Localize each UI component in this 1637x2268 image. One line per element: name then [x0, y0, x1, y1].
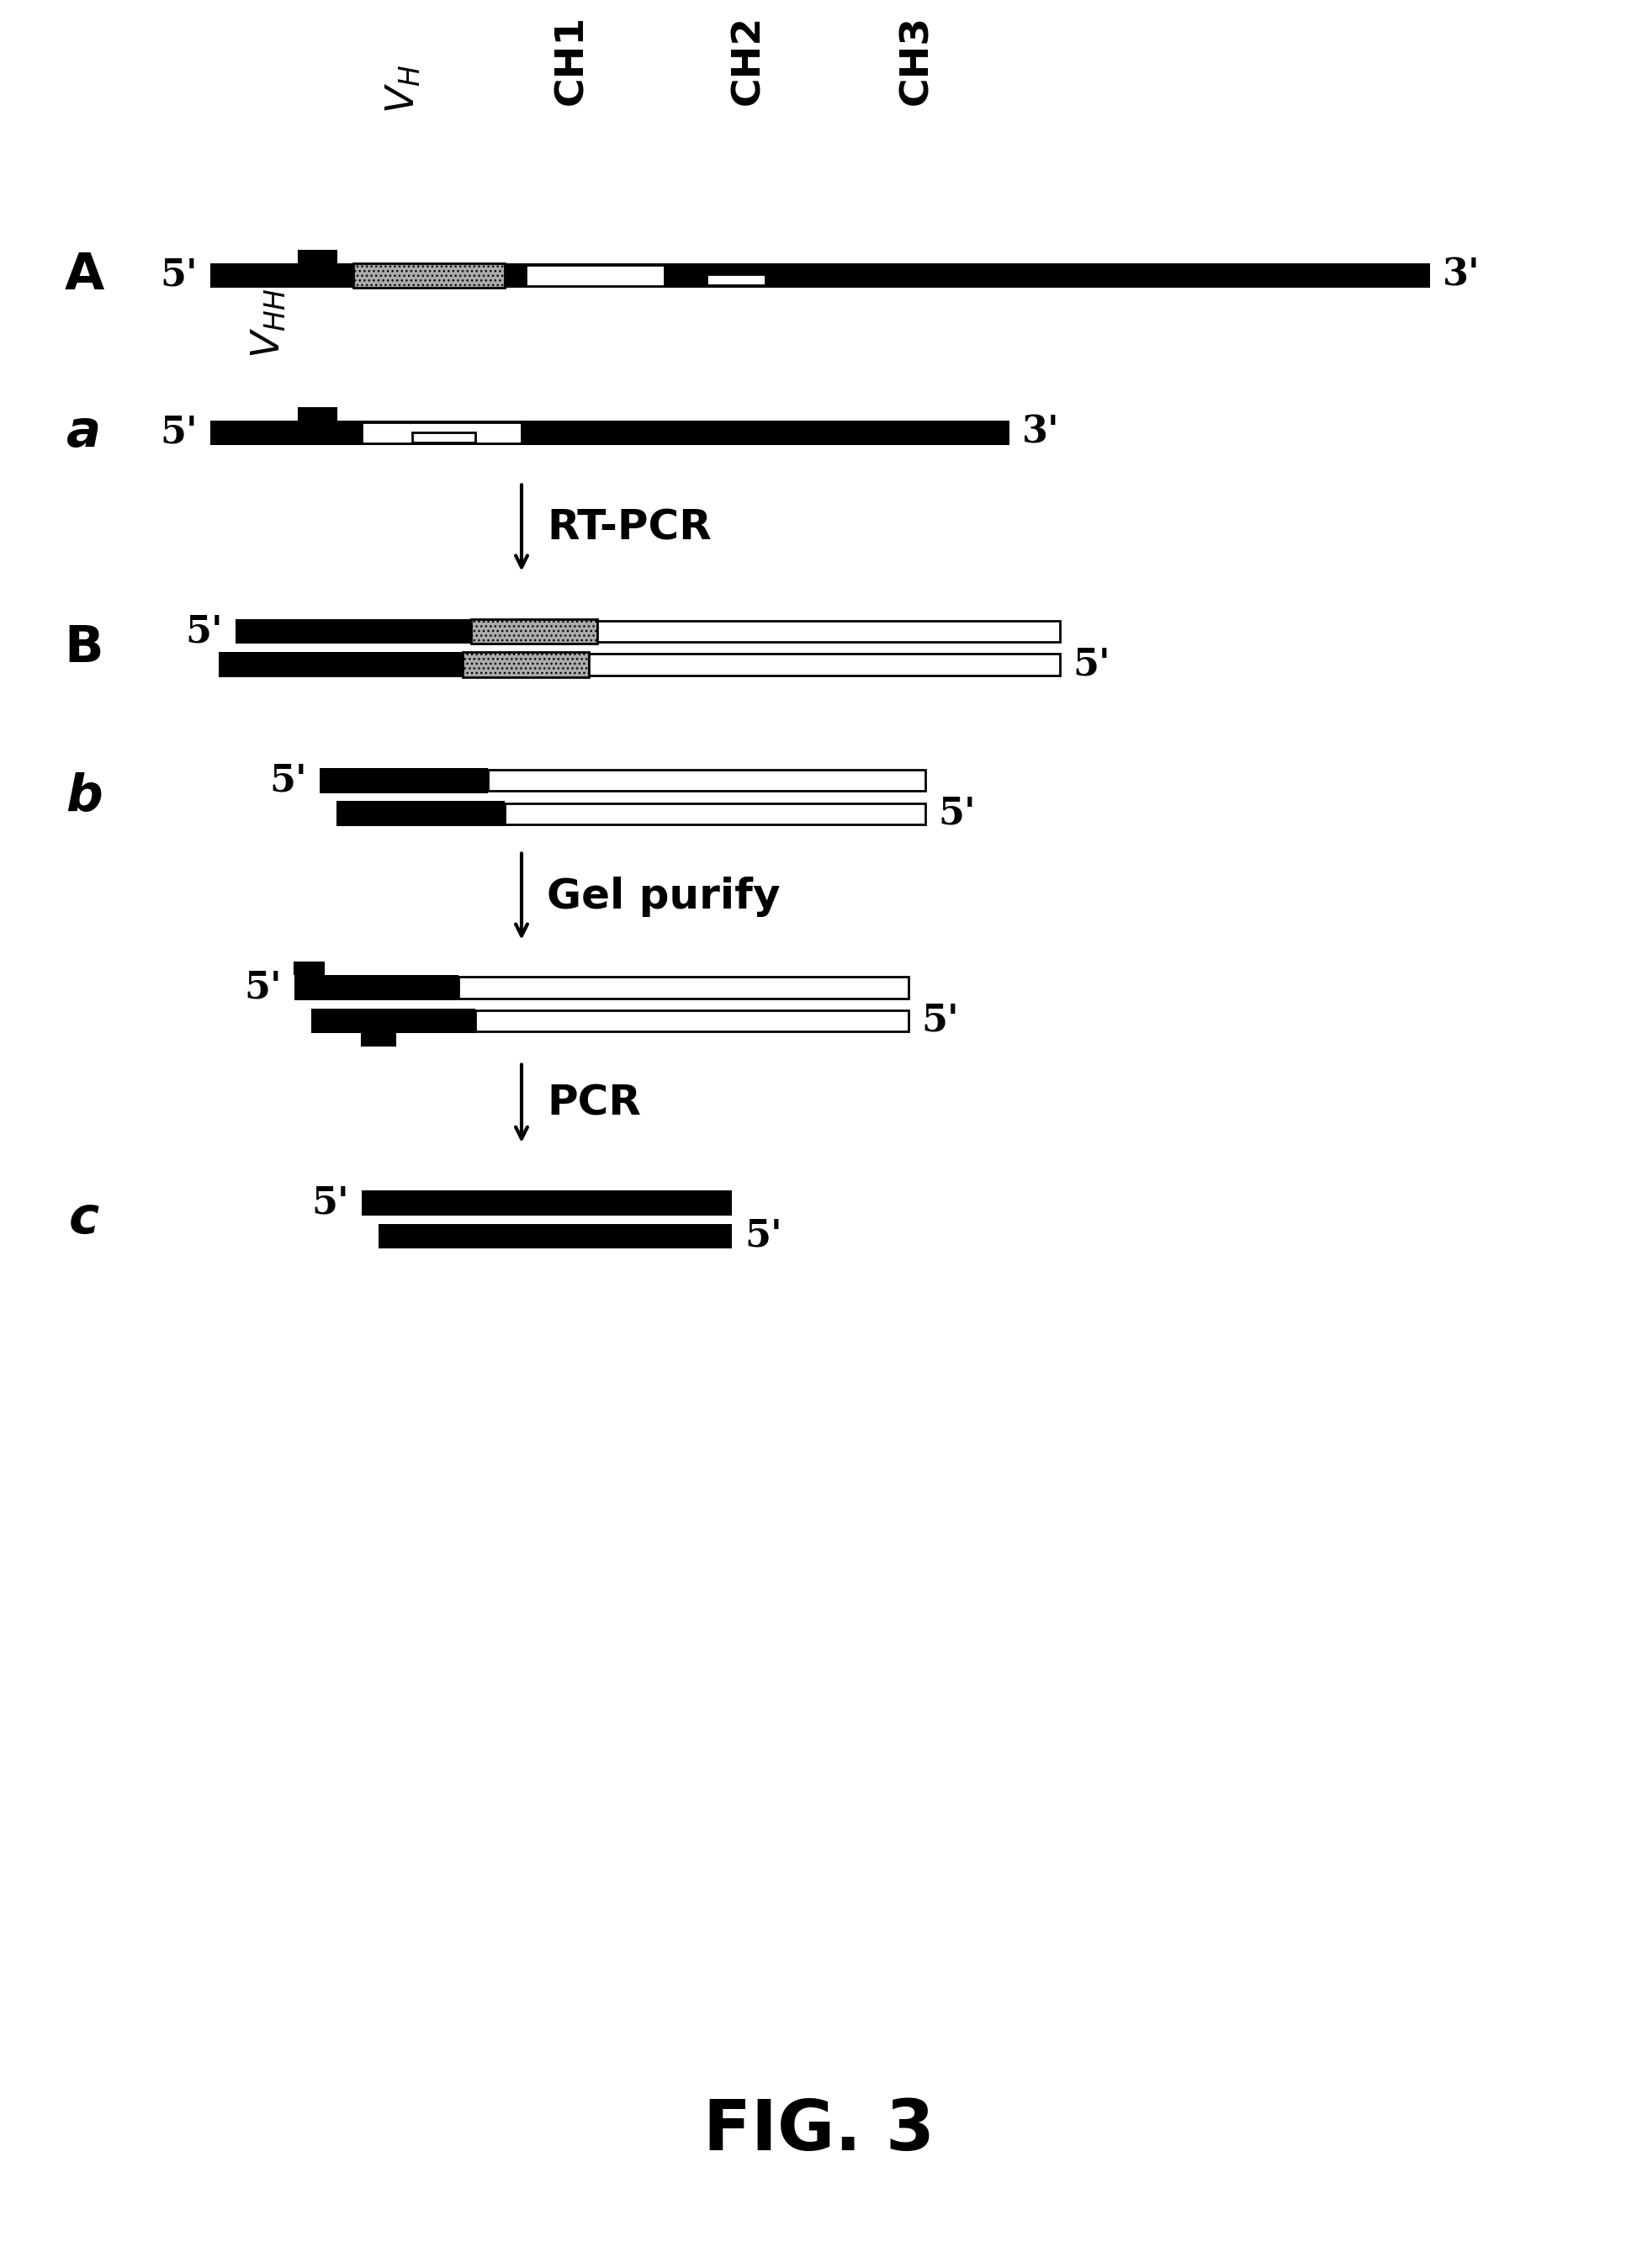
- Bar: [504, 803, 925, 823]
- Bar: [298, 249, 337, 263]
- Bar: [707, 274, 766, 286]
- Text: 5': 5': [160, 415, 198, 451]
- Text: 5': 5': [922, 1002, 959, 1039]
- Text: b: b: [65, 773, 103, 821]
- Bar: [378, 1225, 732, 1247]
- Text: 5': 5': [160, 256, 198, 293]
- Bar: [210, 263, 1431, 288]
- Text: B: B: [64, 624, 103, 674]
- Text: 3': 3': [1021, 415, 1059, 451]
- Text: 5': 5': [270, 762, 308, 798]
- Bar: [463, 653, 589, 678]
- Text: Gel purify: Gel purify: [547, 875, 781, 916]
- Bar: [589, 653, 1059, 676]
- Text: 5': 5': [311, 1184, 349, 1220]
- Text: CH2: CH2: [730, 16, 768, 107]
- Text: 5': 5': [185, 612, 223, 649]
- Bar: [295, 975, 458, 1000]
- Bar: [311, 1009, 475, 1034]
- Bar: [337, 801, 504, 826]
- Bar: [413, 433, 475, 442]
- Bar: [236, 619, 471, 644]
- Bar: [295, 962, 324, 975]
- Bar: [471, 619, 598, 644]
- Text: 5': 5': [745, 1218, 782, 1254]
- Bar: [525, 265, 665, 286]
- Text: 3': 3': [1442, 256, 1480, 293]
- Bar: [210, 420, 1010, 445]
- Bar: [598, 621, 1059, 642]
- Text: 5': 5': [1072, 646, 1110, 683]
- Bar: [219, 653, 463, 678]
- Text: PCR: PCR: [547, 1084, 642, 1123]
- Text: 5': 5': [244, 968, 282, 1005]
- Bar: [298, 408, 337, 420]
- Bar: [362, 422, 522, 442]
- Bar: [362, 1034, 396, 1046]
- Text: a: a: [67, 408, 101, 458]
- Bar: [354, 263, 504, 288]
- Text: $V_{HH}$: $V_{HH}$: [250, 288, 288, 358]
- Bar: [488, 771, 925, 792]
- Text: c: c: [69, 1195, 100, 1245]
- Bar: [319, 769, 488, 794]
- Text: RT-PCR: RT-PCR: [547, 508, 712, 549]
- Text: $V_H$: $V_H$: [385, 66, 422, 113]
- Text: CH3: CH3: [899, 16, 936, 107]
- Text: A: A: [64, 249, 105, 299]
- Bar: [458, 978, 909, 998]
- Text: FIG. 3: FIG. 3: [702, 2096, 935, 2164]
- Text: CH1: CH1: [553, 16, 591, 107]
- Bar: [362, 1191, 732, 1216]
- Bar: [475, 1009, 909, 1032]
- Text: 5': 5': [938, 796, 976, 832]
